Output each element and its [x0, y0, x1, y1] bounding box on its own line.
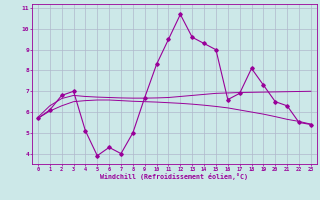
X-axis label: Windchill (Refroidissement éolien,°C): Windchill (Refroidissement éolien,°C) — [100, 173, 248, 180]
